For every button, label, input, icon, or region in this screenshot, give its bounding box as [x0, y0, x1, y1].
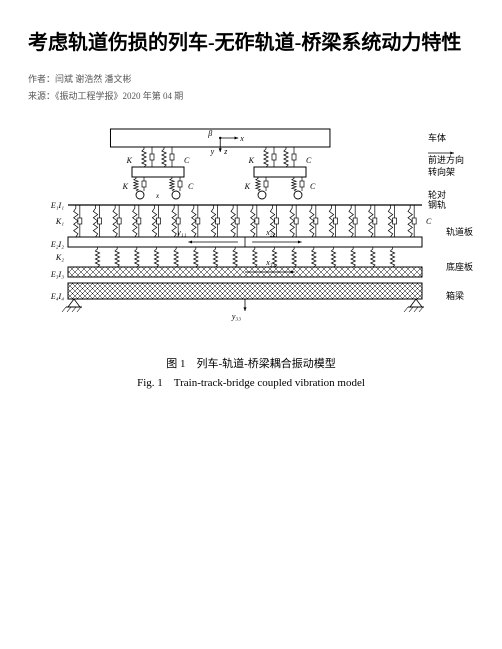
- svg-text:轨道板: 轨道板: [446, 226, 473, 237]
- svg-text:转向架: 转向架: [428, 166, 455, 177]
- svg-text:底座板: 底座板: [446, 261, 473, 272]
- svg-text:C: C: [310, 182, 316, 191]
- svg-text:x₂₂: x₂₂: [265, 228, 275, 237]
- svg-text:E₁I₁: E₁I₁: [50, 201, 64, 210]
- diagram-svg: x yβ z K C K C K C K Cx y₁₁ x₂₂ x₃₃ y₃₃ E₁I₁ K₁ E₂I₂ K₂ E₃I…: [28, 119, 474, 349]
- svg-text:车体: 车体: [428, 132, 446, 143]
- source-label: 来源：: [28, 91, 55, 101]
- svg-text:E₂I₂: E₂I₂: [50, 240, 64, 249]
- svg-text:C: C: [306, 156, 312, 165]
- svg-text:z: z: [223, 147, 228, 156]
- svg-text:x: x: [155, 192, 160, 200]
- svg-text:C: C: [426, 217, 432, 226]
- authors: 闫斌 谢浩然 潘文彬: [55, 74, 132, 84]
- svg-text:K: K: [126, 156, 133, 165]
- svg-text:K₁: K₁: [55, 217, 64, 226]
- svg-text:x₃₃: x₃₃: [265, 258, 275, 267]
- svg-text:前进方向: 前进方向: [428, 154, 464, 165]
- svg-text:β: β: [207, 129, 212, 138]
- figure-caption-en: Fig. 1 Train-track-bridge coupled vibrat…: [28, 374, 474, 390]
- svg-text:y: y: [210, 147, 215, 156]
- svg-text:x: x: [239, 134, 244, 143]
- svg-text:E₃I₃: E₃I₃: [50, 270, 64, 279]
- figure-1: x yβ z K C K C K C K Cx y₁₁ x₂₂ x₃₃ y₃₃ E₁I₁ K₁ E₂I₂ K₂ E₃I…: [28, 119, 474, 390]
- meta-block: 作者：闫斌 谢浩然 潘文彬 来源：《振动工程学报》2020 年第 04 期: [28, 71, 474, 105]
- authors-label: 作者：: [28, 74, 55, 84]
- figure-caption-cn: 图 1 列车-轨道-桥梁耦合振动模型: [28, 355, 474, 371]
- svg-text:箱梁: 箱梁: [446, 290, 464, 301]
- svg-text:K: K: [248, 156, 255, 165]
- svg-text:y₃₃: y₃₃: [231, 312, 241, 321]
- page-title: 考虑轨道伤损的列车-无砟轨道-桥梁系统动力特性: [28, 28, 474, 59]
- svg-text:C: C: [184, 156, 190, 165]
- svg-text:轮对: 轮对: [428, 189, 446, 200]
- svg-text:钢轨: 钢轨: [428, 199, 446, 210]
- source: 《振动工程学报》2020 年第 04 期: [55, 91, 183, 101]
- svg-text:C: C: [188, 182, 194, 191]
- svg-text:K₂: K₂: [55, 253, 64, 262]
- svg-text:E₄I₄: E₄I₄: [50, 292, 64, 301]
- svg-text:K: K: [244, 182, 251, 191]
- svg-text:K: K: [122, 182, 129, 191]
- svg-text:y₁₁: y₁₁: [176, 228, 186, 237]
